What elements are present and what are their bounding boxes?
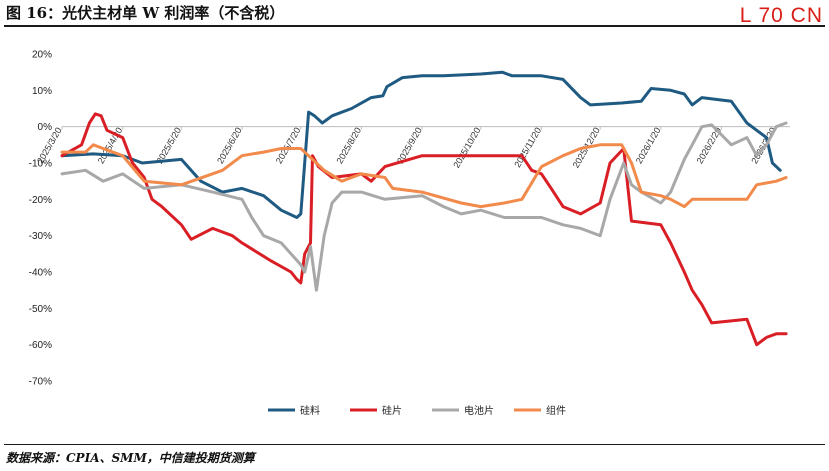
y-axis: 20% 10% 0% -10% -20% -30% -40% -50% -60% -70% [29,50,52,388]
y-tick-label: -40% [29,268,52,279]
series-layer [60,70,788,347]
y-tick-label: -20% [29,195,52,206]
legend-label: 组件 [546,404,566,417]
y-tick-label: -30% [29,231,52,242]
series-line-4 [60,143,788,209]
y-tick-label: -10% [29,159,52,170]
y-tick-label: -70% [29,377,52,388]
legend-label: 硅片 [382,404,402,417]
y-tick-label: -50% [29,304,52,315]
x-tick-label: 2025/7/20 [274,126,303,166]
legend-label: 硅料 [300,404,320,417]
y-tick-label: 10% [32,86,52,97]
series-line-3 [60,121,788,292]
line-chart: 20% 10% 0% -10% -20% -30% -40% -50% -60% -70% 202… [29,50,790,417]
y-tick-label: 0% [38,122,53,133]
y-tick-label: -60% [29,340,52,351]
page-title: 图 16：光伏主材单 W 利润率（不含税） [6,4,285,22]
watermark: L 70 CN [739,4,823,27]
x-tick-label: 2026/1/20 [634,126,663,166]
series-line-1 [60,70,782,219]
x-tick-label: 2025/10/20 [451,126,482,170]
legend: 硅料 硅片 电池片 组件 [268,404,566,417]
source-note: 数据来源：CPIA、SMM，中信建投期货测算 [6,451,255,465]
bottom-divider [4,444,825,445]
y-tick-label: 20% [32,50,52,61]
top-divider [4,25,825,27]
legend-label: 电池片 [464,404,494,417]
x-tick-label: 2025/8/20 [334,126,363,166]
